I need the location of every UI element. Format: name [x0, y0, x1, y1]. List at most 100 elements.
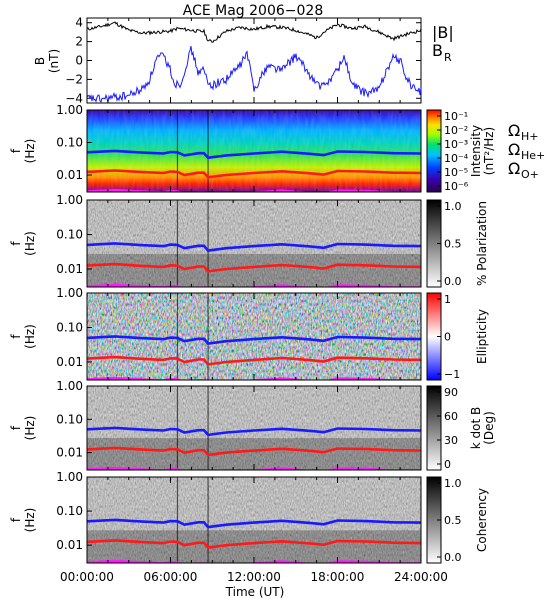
h-plus-gyrofrequency-line — [87, 335, 421, 345]
colorbar-tick-label: 1.0 — [444, 477, 462, 490]
spectrogram-image — [87, 477, 421, 563]
y-tick-label: 1.00 — [56, 193, 83, 207]
y-tick-label: −2 — [65, 72, 83, 86]
he-plus-gyrofrequency-line — [87, 355, 421, 366]
colorbar-label: % Polarization — [475, 201, 489, 286]
y-axis-label: f — [9, 517, 23, 522]
colorbar-tick-label: 10⁻⁵ — [444, 166, 468, 179]
y-tick-label: 2 — [75, 35, 83, 49]
colorbar-tick-label: 10⁻⁶ — [444, 180, 469, 193]
x-axis-label: Time (UT) — [225, 585, 285, 599]
colorbar-tick-label: 10⁻⁴ — [444, 152, 469, 165]
gyro-legend-symbol: Ω — [508, 121, 520, 140]
colorbar-tick-label: 0.0 — [444, 551, 462, 564]
y-tick-label: 1.00 — [56, 103, 83, 117]
colorbar-label: (nT²/Hz) — [482, 127, 496, 175]
spectrogram-image — [87, 293, 421, 380]
colorbar-label: (Deg) — [482, 411, 496, 445]
panel-k-dot-b: 1.00 0.10 0.01 f (Hz) 90 60 30 0 k dot B (Deg) — [9, 379, 496, 471]
legend-br-subscript: R — [444, 51, 452, 64]
legend-btotal: |B| — [432, 23, 454, 42]
colorbar-label: Ellipticity — [475, 309, 489, 364]
y-axis-label: f — [9, 425, 23, 430]
y-axis-label: f — [9, 334, 23, 339]
h-plus-gyrofrequency-line — [87, 149, 421, 160]
y-axis-label: B — [33, 57, 47, 65]
y-axis-label: f — [9, 241, 23, 246]
y-tick-label: 1.00 — [56, 286, 83, 300]
colorbar-tick-label: 0.5 — [444, 514, 462, 527]
colorbar-label: k dot B — [469, 407, 483, 449]
colorbar-label: Coherency — [475, 488, 489, 552]
gyro-legend-subscript: He+ — [521, 149, 545, 162]
h-plus-gyrofrequency-line — [87, 242, 421, 252]
y-tick-label: 0.01 — [56, 168, 83, 182]
he-plus-gyrofrequency-line — [87, 262, 421, 273]
ellipticity-texture — [87, 293, 421, 380]
panel-polarization: 1.00 0.10 0.01 f (Hz) 1.0 0.5 0.0 % Polarization — [9, 193, 489, 288]
colorbar-tick-label: 0.5 — [444, 238, 462, 251]
y-axis-label-units: (Hz) — [23, 139, 37, 164]
panels-group: 420−2−4B (nT)|B|B R1.000.100.01f (Hz)10⁻¹10… — [9, 16, 545, 564]
y-tick-label: 0.10 — [56, 227, 83, 241]
colorbar-tick-label: 10⁻³ — [444, 138, 468, 151]
y-axis-label: f — [9, 148, 23, 153]
legend-br: B — [432, 41, 443, 60]
colorbar-tick-label: 1 — [444, 293, 451, 306]
spectrogram-image — [87, 386, 421, 470]
h-plus-gyrofrequency-line — [87, 518, 421, 529]
colorbar — [426, 109, 442, 193]
panel-intensity: 1.00 0.10 0.01 f (Hz) 10⁻¹10⁻²10⁻³10⁻⁴10⁻⁵10⁻… — [9, 103, 545, 193]
colorbar-tick-label: 0 — [444, 458, 451, 471]
colorbar-tick-label: 60 — [444, 410, 458, 423]
panel-ellipticity: 1.00 0.10 0.01 f (Hz) 1 0 −1 Ellipticity — [9, 286, 489, 381]
y-tick-label: 0.01 — [56, 446, 83, 460]
colorbar-tick-label: 0 — [444, 331, 451, 344]
x-tick-label: 18:00:00 — [311, 570, 365, 584]
colorbar-tick-label: 0.0 — [444, 275, 462, 288]
he-plus-gyrofrequency-line — [87, 446, 421, 457]
b-field-panel: 420−2−4B (nT)|B|B R — [33, 16, 454, 106]
x-tick-label: 00:00:00 — [60, 570, 114, 584]
spectrogram-image — [87, 200, 421, 287]
gyro-legend-symbol: Ω — [508, 159, 520, 178]
y-tick-label: 0.01 — [56, 355, 83, 369]
y-tick-label: 0.01 — [56, 262, 83, 276]
y-tick-label: 1.00 — [56, 379, 83, 393]
y-axis-label-units: (Hz) — [23, 231, 37, 256]
x-tick-label: 12:00:00 — [227, 570, 281, 584]
colorbar-tick-label: 10⁻² — [444, 124, 468, 137]
he-plus-gyrofrequency-line — [87, 539, 421, 549]
br-series-line — [86, 45, 422, 103]
gyro-legend-subscript: H+ — [521, 130, 539, 143]
panel-coherency: 1.00 0.10 0.01 f (Hz) 1.0 0.5 0.0 Coherency — [9, 470, 489, 564]
y-tick-label: 0.01 — [56, 538, 83, 552]
figure-title: ACE Mag 2006−028 — [183, 3, 323, 19]
y-tick-label: 0 — [75, 54, 83, 68]
colorbar-tick-label: 10⁻¹ — [444, 110, 468, 123]
y-tick-label: 0.10 — [56, 136, 83, 150]
colorbar-label: Intensity — [469, 125, 483, 177]
colorbar-tick-label: −1 — [444, 368, 460, 381]
y-tick-label: −4 — [65, 91, 83, 105]
time-axis: 00:00:00 06:00:00 12:00:00 18:00:00 24:00:00 — [60, 18, 448, 584]
btotal-series-line — [86, 21, 422, 43]
gyro-legend-subscript: O+ — [521, 168, 539, 181]
colorbar-tick-label: 1.0 — [444, 200, 462, 213]
y-tick-label: 0.10 — [56, 320, 83, 334]
h-plus-gyrofrequency-line — [87, 426, 421, 437]
y-tick-label: 0.10 — [56, 504, 83, 518]
colorbar-tick-label: 90 — [444, 386, 458, 399]
colorbar — [426, 385, 442, 471]
x-tick-label: 24:00:00 — [394, 570, 448, 584]
y-axis-label-units: (Hz) — [23, 508, 37, 533]
y-tick-label: 4 — [75, 16, 83, 30]
y-tick-label: 0.10 — [56, 412, 83, 426]
y-axis-label-units: (Hz) — [23, 324, 37, 349]
colorbar-tick-label: 30 — [444, 434, 458, 447]
gyro-legend-symbol: Ω — [508, 140, 520, 159]
y-axis-label-units: (Hz) — [23, 416, 37, 441]
y-tick-label: 1.00 — [56, 470, 83, 484]
he-plus-gyrofrequency-line — [87, 169, 421, 179]
